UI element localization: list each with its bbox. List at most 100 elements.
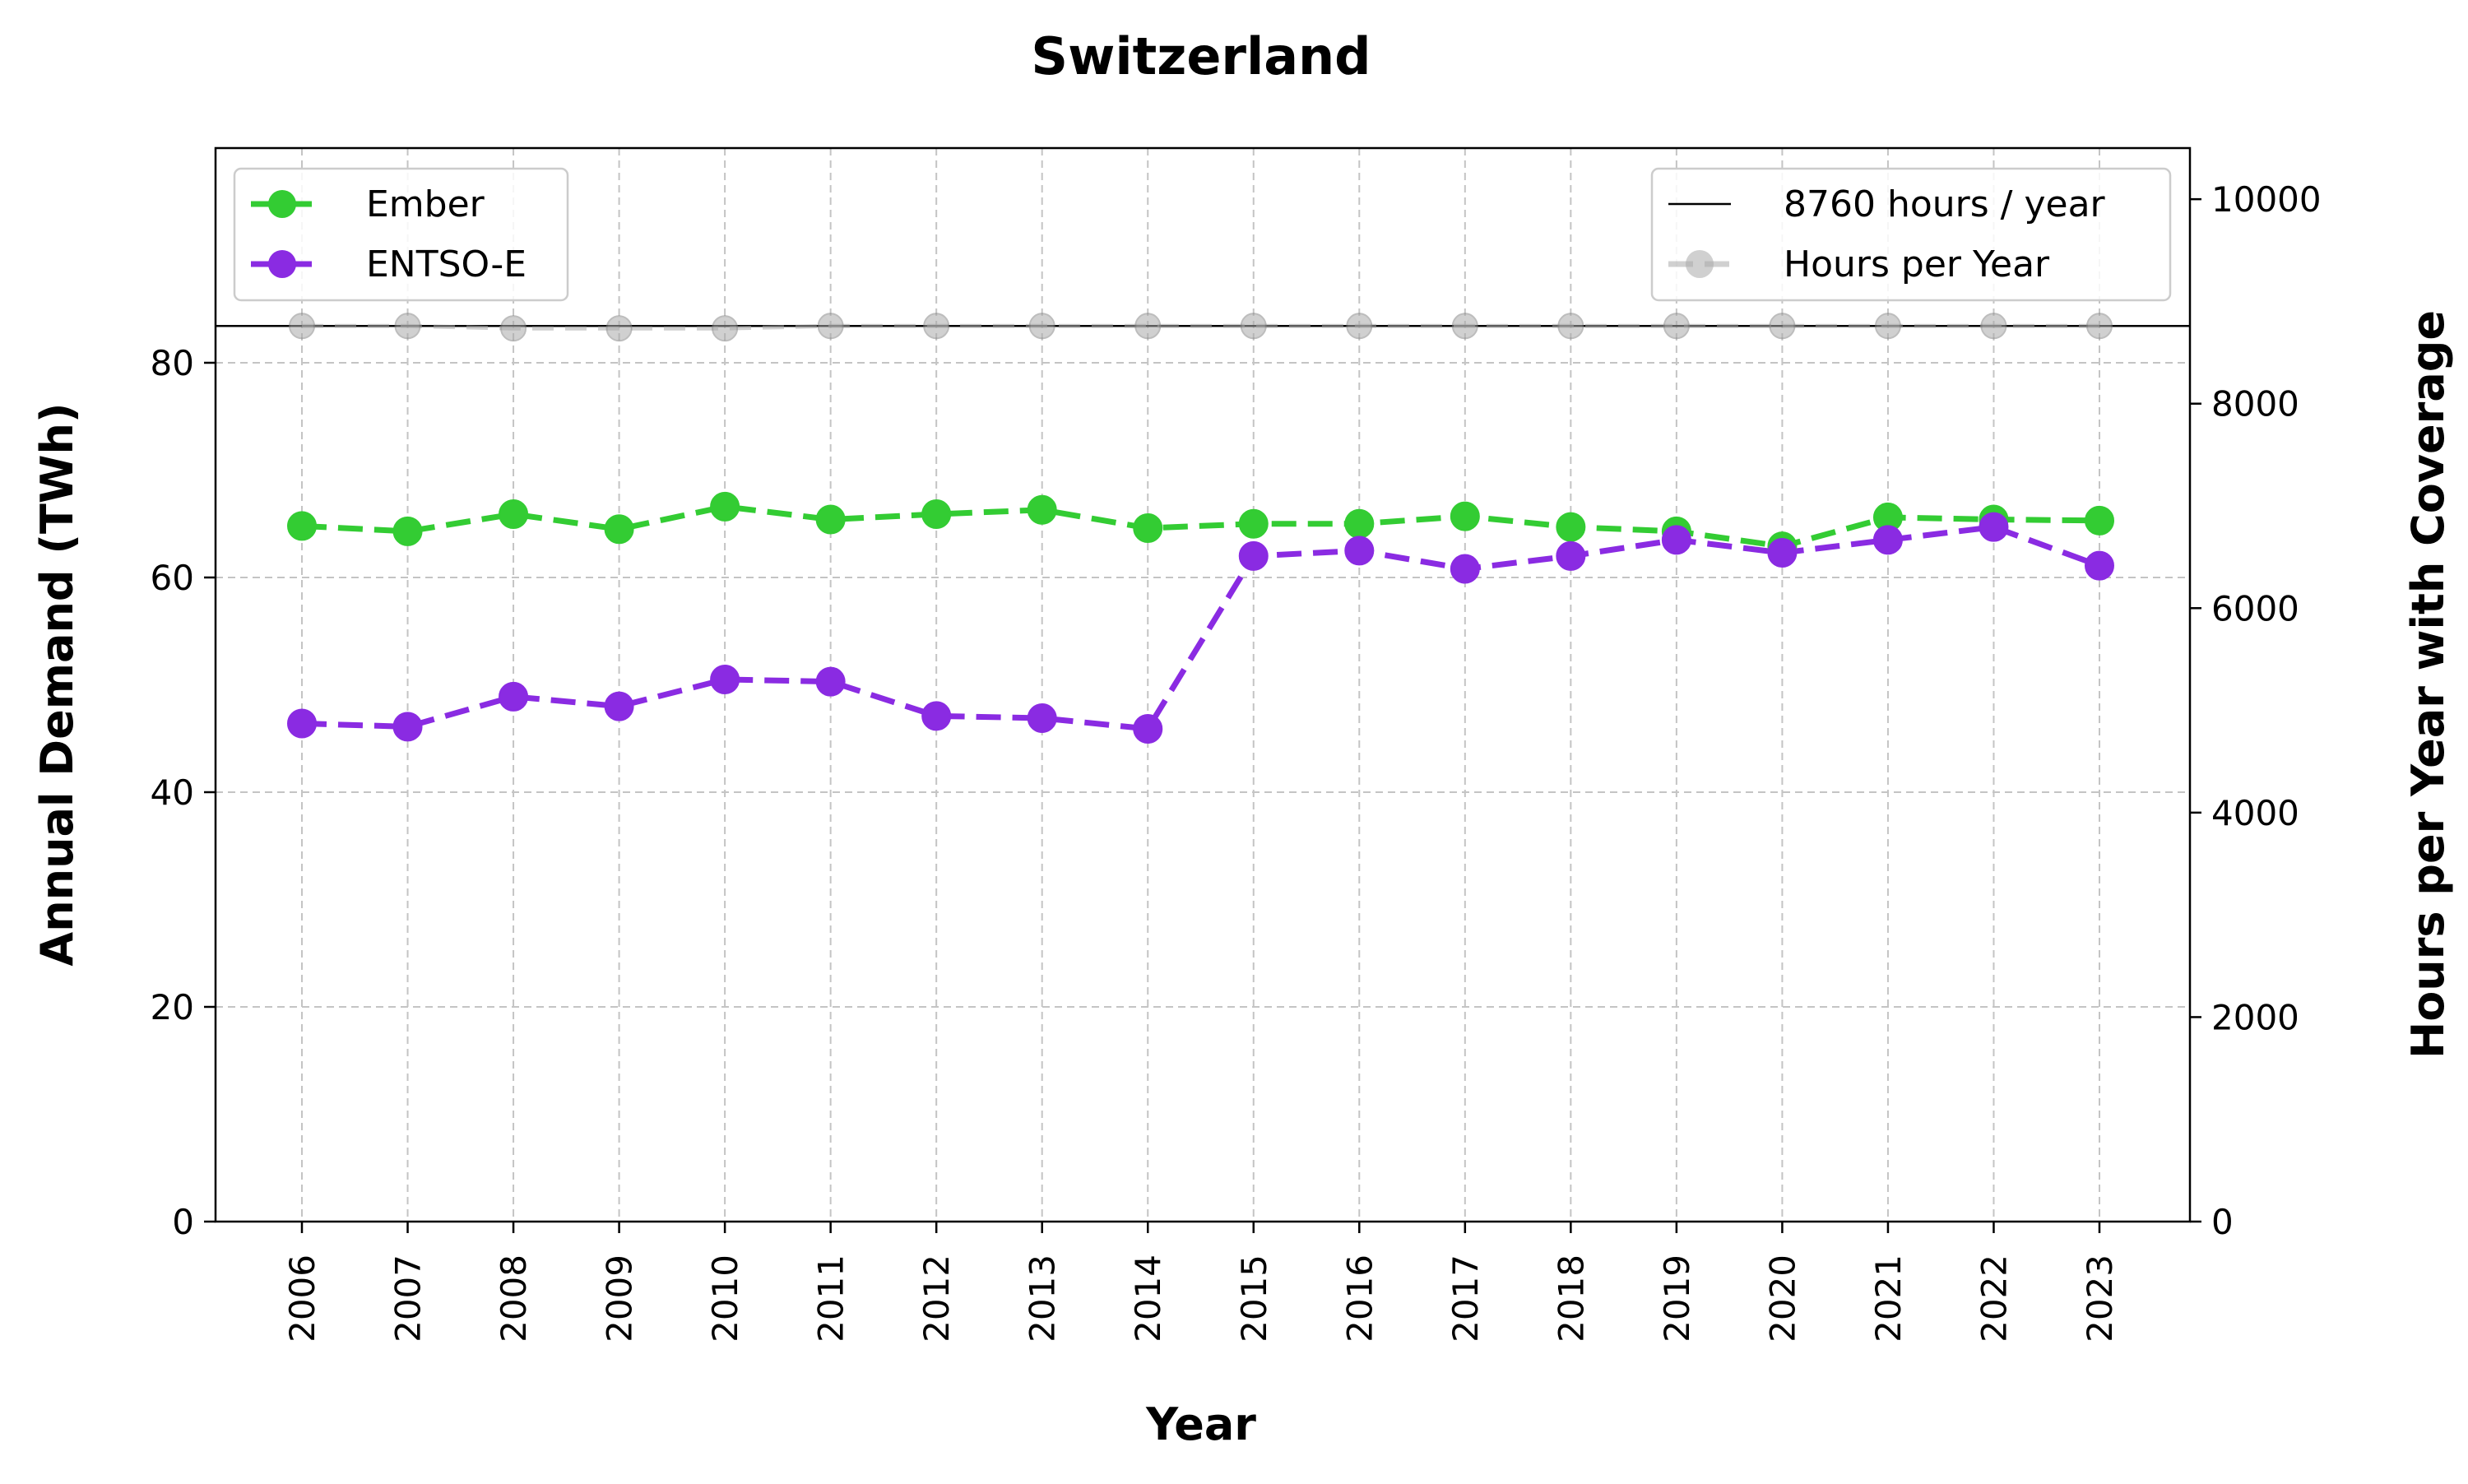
x-tick-label: 2016 xyxy=(1339,1254,1380,1343)
point-entso-e xyxy=(2085,550,2114,581)
legend-right: 8760 hours / year Hours per Year xyxy=(1650,167,2172,302)
point-hours-per-year xyxy=(1557,313,1584,340)
point-ember xyxy=(1027,494,1057,525)
y-tick-label: 0 xyxy=(172,1202,194,1242)
legend-item-entso-e-swatch-marker xyxy=(268,250,296,278)
point-hours-per-year xyxy=(1769,313,1796,340)
y-tick-label: 40 xyxy=(151,772,194,813)
x-tick-label: 2015 xyxy=(1234,1254,1274,1343)
series-lines xyxy=(301,323,2101,732)
y2-tick-label: 8000 xyxy=(2211,384,2299,424)
series-line-entso-e xyxy=(301,524,2101,732)
point-hours-per-year xyxy=(1240,313,1267,340)
y2-tick-label: 2000 xyxy=(2211,997,2299,1037)
y-tick-label: 20 xyxy=(151,987,194,1027)
point-hours-per-year xyxy=(817,313,844,340)
point-hours-per-year xyxy=(500,315,527,342)
point-entso-e xyxy=(1027,703,1057,733)
point-ember xyxy=(499,499,529,530)
series-points xyxy=(287,313,2114,744)
series-line-hours-per-year xyxy=(302,323,2099,331)
point-ember xyxy=(1238,508,1269,539)
y2-tick-label: 0 xyxy=(2211,1202,2234,1242)
y-axis-label: Annual Demand (TWh) xyxy=(31,402,83,966)
x-tick-label: 2017 xyxy=(1445,1254,1486,1343)
point-entso-e xyxy=(710,664,740,694)
point-hours-per-year xyxy=(1663,313,1690,340)
point-hours-per-year xyxy=(1874,313,1901,340)
point-hours-per-year xyxy=(289,313,315,340)
x-tick-label: 2019 xyxy=(1657,1254,1697,1343)
point-entso-e xyxy=(604,691,634,721)
y2-tick-label: 6000 xyxy=(2211,588,2299,628)
x-tick-label: 2011 xyxy=(811,1254,851,1343)
x-tick-label: 2009 xyxy=(600,1254,640,1343)
point-hours-per-year xyxy=(1028,313,1055,340)
point-hours-per-year xyxy=(1980,313,2007,340)
x-tick-label: 2006 xyxy=(282,1254,322,1343)
x-tick-label: 2008 xyxy=(494,1254,534,1343)
point-ember xyxy=(1344,508,1375,539)
x-tick-label: 2022 xyxy=(1974,1254,2014,1343)
legend-left-frame xyxy=(233,167,569,302)
point-ember xyxy=(710,491,740,522)
y2-axis-label: Hours per Year with Coverage xyxy=(2402,310,2454,1059)
x-tick-label: 2014 xyxy=(1128,1254,1168,1343)
legend-item-hours-swatch-marker xyxy=(1686,250,1714,278)
legend-label-ember: Ember xyxy=(366,183,485,225)
y2-tick-label: 4000 xyxy=(2211,793,2299,833)
point-hours-per-year xyxy=(712,315,739,342)
point-entso-e xyxy=(815,666,846,697)
y-tick-label: 60 xyxy=(151,558,194,598)
point-entso-e xyxy=(1238,540,1269,571)
x-tick-label: 2018 xyxy=(1551,1254,1591,1343)
point-hours-per-year xyxy=(1451,313,1478,340)
legend-label-reference: 8760 hours / year xyxy=(1784,183,2106,225)
x-axis-label: Year xyxy=(1145,1398,1256,1450)
series-line-ember xyxy=(301,503,2100,550)
x-tick-label: 2012 xyxy=(916,1254,957,1343)
point-ember xyxy=(392,516,423,546)
point-ember xyxy=(1450,501,1480,531)
x-tick-label: 2023 xyxy=(2080,1254,2120,1343)
point-hours-per-year xyxy=(394,313,421,340)
point-entso-e xyxy=(1556,540,1586,571)
point-hours-per-year xyxy=(923,313,950,340)
point-ember xyxy=(2085,505,2114,536)
point-ember xyxy=(287,511,317,541)
x-tick-label: 2020 xyxy=(1762,1254,1802,1343)
point-hours-per-year xyxy=(1134,313,1162,340)
legend-left: Ember ENTSO-E xyxy=(233,167,569,302)
legend-label-entso-e: ENTSO-E xyxy=(366,243,527,285)
point-entso-e xyxy=(1450,554,1480,584)
legend-right-frame xyxy=(1650,167,2172,302)
x-tick-label: 2007 xyxy=(388,1254,429,1343)
point-entso-e xyxy=(1872,525,1903,555)
point-ember xyxy=(1556,512,1586,542)
x-tick-label: 2021 xyxy=(1868,1254,1909,1343)
x-tick-label: 2013 xyxy=(1023,1254,1063,1343)
point-entso-e xyxy=(1133,714,1163,744)
point-entso-e xyxy=(921,701,952,731)
axes: 2006 2007 2008 2009 2010 2011 2012 2013 2014 2015… xyxy=(151,179,2322,1343)
point-ember xyxy=(815,504,846,535)
y2-tick-label: 10000 xyxy=(2211,179,2322,220)
point-entso-e xyxy=(392,712,423,742)
legend-label-hours: Hours per Year xyxy=(1784,243,2050,285)
point-entso-e xyxy=(499,681,529,712)
point-entso-e xyxy=(287,708,317,739)
point-entso-e xyxy=(1979,512,2009,542)
point-ember xyxy=(921,499,952,530)
point-hours-per-year xyxy=(1346,313,1373,340)
point-hours-per-year xyxy=(2086,313,2113,340)
point-entso-e xyxy=(1661,525,1691,555)
point-hours-per-year xyxy=(605,315,633,342)
x-tick-label: 2010 xyxy=(705,1254,745,1343)
point-entso-e xyxy=(1344,536,1375,566)
y-tick-label: 80 xyxy=(151,343,194,383)
legend-item-ember-swatch-marker xyxy=(268,190,296,218)
chart-title: Switzerland xyxy=(1031,26,1371,86)
point-ember xyxy=(604,514,634,545)
